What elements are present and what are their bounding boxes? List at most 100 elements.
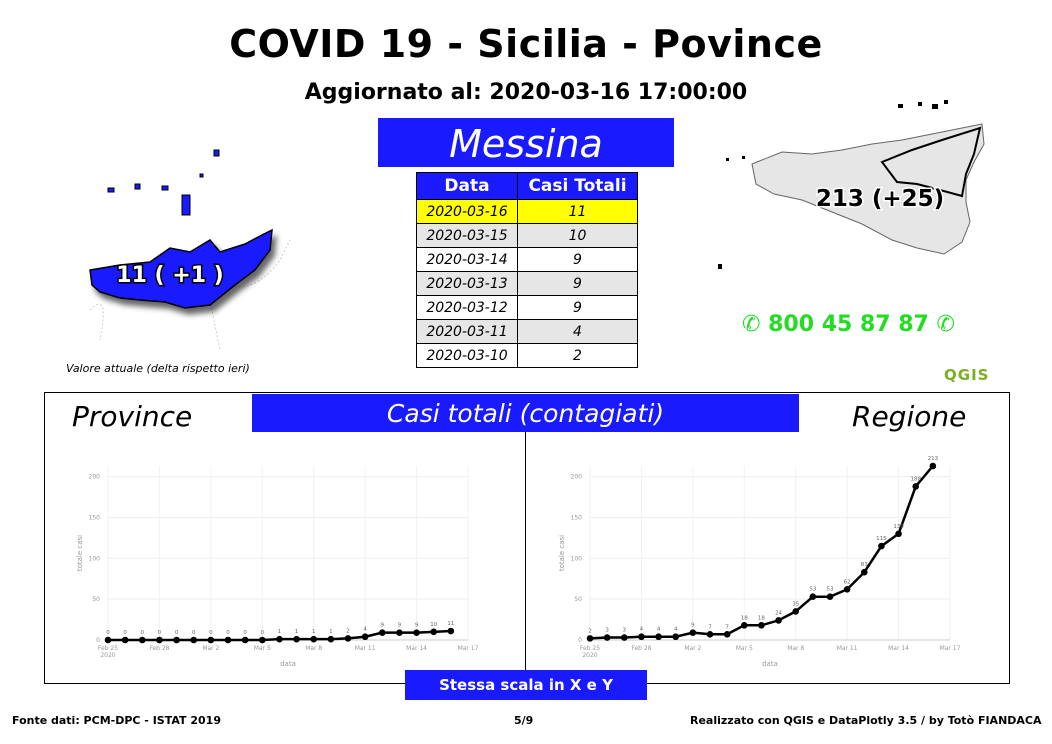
data-label: 4: [363, 627, 367, 633]
data-label: 0: [243, 630, 247, 636]
x-tick-label: Feb 25: [98, 645, 118, 652]
data-point: [809, 593, 817, 601]
data-point: [293, 635, 300, 643]
data-point: [620, 634, 628, 641]
data-label: 4: [640, 627, 644, 633]
data-label: 1: [295, 629, 299, 635]
data-label: 1: [329, 629, 333, 635]
data-label: 0: [209, 630, 213, 636]
data-point: [689, 629, 697, 636]
cases-table: Data Casi Totali 2020-03-16 11 2020-03-15…: [416, 172, 638, 368]
table-cell-date: 2020-03-13: [416, 271, 518, 296]
province-chart-label: Province: [72, 400, 193, 433]
data-label: 10: [430, 622, 437, 628]
messina-outline: [880, 126, 982, 198]
data-label: 2: [588, 628, 592, 634]
data-point: [723, 630, 731, 638]
data-point: [241, 636, 249, 644]
table-cell-date: 2020-03-10: [416, 343, 518, 368]
data-point: [224, 636, 232, 644]
x-axis-label: data: [762, 660, 778, 668]
table-cell-value: 9: [517, 295, 638, 320]
data-point: [912, 483, 920, 490]
y-tick-label: 200: [571, 474, 583, 481]
data-point: [895, 530, 902, 538]
data-point: [327, 635, 335, 643]
table-cell-value: 11: [517, 199, 638, 224]
y-axis-label: totale casi: [76, 535, 84, 571]
x-tick-label: 2020: [100, 652, 115, 659]
data-point: [156, 636, 163, 644]
data-point: [655, 633, 662, 641]
table-row: 2020-03-10 2: [416, 343, 638, 368]
data-label: 9: [398, 623, 402, 629]
scale-note-banner: Stessa scala in X e Y: [405, 670, 647, 700]
data-label: 115: [876, 536, 887, 542]
y-tick-label: 100: [571, 555, 583, 562]
table-header-date: Data: [416, 172, 518, 200]
data-point: [361, 633, 369, 641]
table-cell-value: 2: [517, 343, 638, 368]
x-tick-label: Mar 5: [736, 645, 753, 652]
map-caption: Valore attuale (delta rispetto ieri): [66, 362, 250, 375]
y-axis-label: totale casi: [558, 535, 566, 571]
x-tick-label: 2020: [582, 652, 597, 659]
y-tick-label: 200: [89, 474, 101, 481]
region-chart-label: Regione: [852, 400, 967, 433]
table-header-cases: Casi Totali: [517, 172, 638, 200]
x-tick-label: Mar 17: [940, 645, 960, 652]
y-tick-label: 150: [89, 514, 101, 521]
table-cell-date: 2020-03-12: [416, 295, 518, 320]
x-tick-label: Mar 14: [888, 645, 909, 652]
table-cell-value: 4: [517, 319, 638, 344]
data-point: [843, 586, 851, 593]
table-cell-date: 2020-03-11: [416, 319, 518, 344]
data-point: [792, 608, 800, 615]
x-tick-label: Feb 25: [580, 645, 600, 652]
table-cell-date: 2020-03-15: [416, 223, 518, 248]
sicily-shape: [751, 123, 985, 255]
x-tick-label: Mar 2: [202, 645, 219, 652]
x-tick-label: Mar 8: [305, 645, 322, 652]
x-tick-label: Mar 11: [355, 645, 376, 652]
x-tick-label: Mar 8: [787, 645, 804, 652]
table-row: 2020-03-11 4: [416, 319, 638, 344]
y-tick-label: 0: [96, 637, 100, 644]
data-label: 7: [708, 624, 712, 630]
x-tick-label: Mar 14: [406, 645, 427, 652]
data-label: 9: [415, 623, 419, 629]
page-title: COVID 19 - Sicilia - Povince: [229, 22, 823, 66]
y-tick-label: 100: [89, 555, 101, 562]
table-cell-value: 9: [517, 271, 638, 296]
table-cell-date: 2020-03-16: [416, 199, 518, 224]
province-name-banner: Messina: [378, 118, 674, 167]
data-point: [638, 633, 645, 641]
data-point: [447, 627, 455, 635]
phone-number[interactable]: ✆ 800 45 87 87 ✆: [742, 312, 955, 337]
x-tick-label: Mar 11: [837, 645, 858, 652]
table-cell-date: 2020-03-14: [416, 247, 518, 272]
data-label: 0: [192, 630, 196, 636]
footer-source: Fonte dati: PCM-DPC - ISTAT 2019: [12, 714, 221, 727]
province-map-label: 11 ( +1 ): [116, 263, 223, 288]
data-point: [826, 593, 834, 601]
qgis-logo: QGIS: [944, 366, 990, 384]
data-label: 18: [758, 615, 765, 621]
data-label: 2: [346, 628, 350, 634]
data-label: 3: [623, 628, 627, 634]
x-axis-label: data: [280, 660, 296, 668]
data-point: [860, 568, 868, 576]
table-cell-value: 10: [517, 223, 638, 248]
data-label: 0: [158, 630, 162, 636]
x-tick-label: Mar 17: [458, 645, 478, 652]
data-label: 0: [141, 630, 145, 636]
data-label: 83: [861, 562, 868, 568]
data-point: [603, 634, 611, 641]
data-point: [207, 636, 215, 644]
data-label: 53: [827, 587, 834, 593]
table-row: 2020-03-16 11: [416, 199, 638, 224]
x-tick-label: Mar 5: [254, 645, 271, 652]
data-label: 3: [605, 628, 609, 634]
y-tick-label: 150: [571, 514, 583, 521]
table-cell-value: 9: [517, 247, 638, 272]
